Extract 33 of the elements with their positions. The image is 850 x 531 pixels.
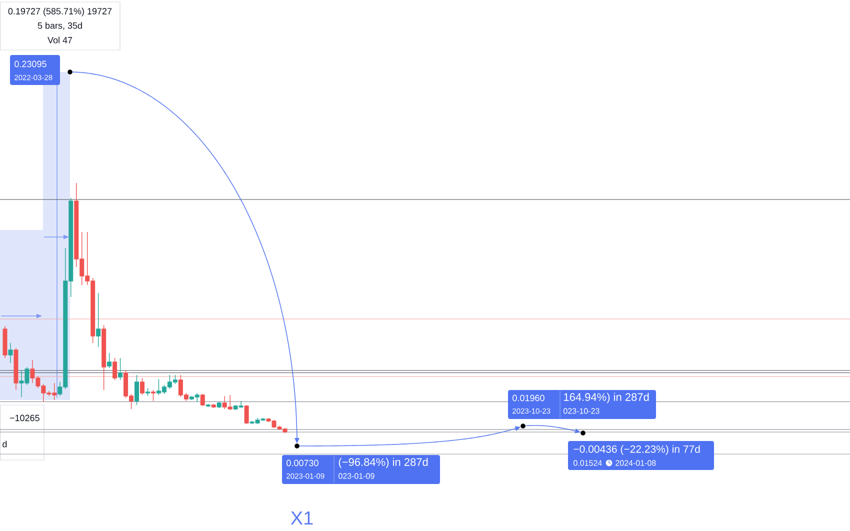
candlestick [211, 404, 216, 408]
text: −0.00436 (−22.23%) in 77d [574, 445, 700, 455]
candlestick [8, 342, 13, 364]
candlestick [206, 404, 210, 408]
text: 0.00730 [286, 460, 318, 466]
candlestick [2, 326, 8, 358]
candlestick [112, 358, 118, 380]
candlestick [145, 388, 150, 396]
text: 023-10-23 [564, 408, 600, 414]
text: 0.23095 [14, 60, 46, 68]
text: d [2, 440, 7, 448]
candlestick [244, 404, 249, 424]
candlestick [216, 402, 222, 408]
candlestick [140, 378, 145, 396]
text: 0.01960 [512, 394, 544, 402]
candlestick [134, 374, 140, 406]
text: 2024-01-08 [616, 460, 656, 466]
text: 0.19727 (585.71%) 19727 [8, 8, 112, 16]
candlestick [14, 348, 18, 390]
text: 5 bars, 35d [38, 22, 82, 30]
text: 0.01524 [574, 460, 602, 466]
text: X1 [290, 511, 313, 525]
candlestick [102, 324, 106, 390]
candlestick [107, 352, 112, 368]
candlestick [200, 394, 205, 406]
candlestick [96, 292, 101, 348]
candlestick [118, 358, 123, 380]
candlestick [150, 390, 156, 402]
text: 023-01-09 [338, 473, 374, 479]
annotation: −10265 [10, 414, 40, 422]
text: Vol 47 [48, 36, 72, 44]
text: (−96.84%) in 287d [338, 458, 428, 468]
text: 164.94%) in 287d [564, 392, 649, 404]
